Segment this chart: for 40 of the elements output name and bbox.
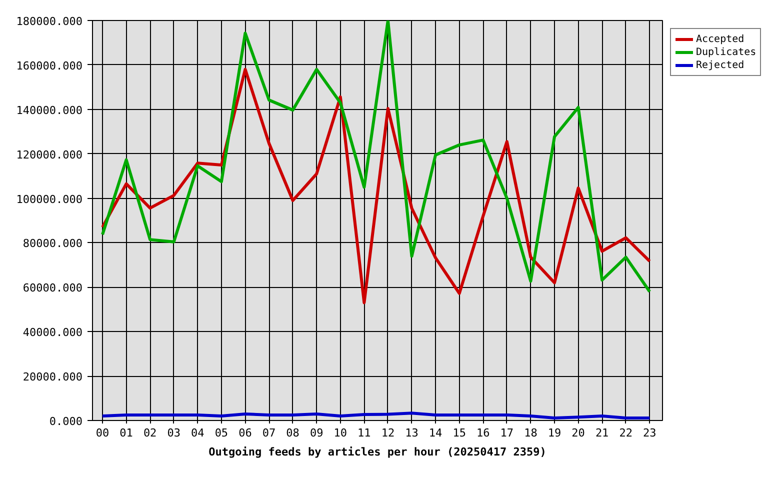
x-tick-label: 04 <box>191 426 205 440</box>
y-tick-label: 140000.000 <box>16 104 83 117</box>
legend-label: Accepted <box>696 33 744 45</box>
legend-label: Duplicates <box>696 46 756 58</box>
y-tick-label: 80000.000 <box>22 237 83 250</box>
y-tick-label: 120000.000 <box>16 148 83 162</box>
x-tick-label: 11 <box>358 426 371 440</box>
x-tick-label: 15 <box>452 426 466 440</box>
x-tick-label: 19 <box>548 426 562 440</box>
x-tick-label: 13 <box>405 426 418 440</box>
x-tick-label: 01 <box>120 426 133 440</box>
y-tick-label: 180000.000 <box>16 15 83 28</box>
x-tick-label: 22 <box>619 426 632 440</box>
x-tick-label: 06 <box>238 426 252 440</box>
x-tick-label: 05 <box>214 426 228 440</box>
line-series <box>100 20 652 294</box>
x-tick-label: 03 <box>167 426 180 440</box>
x-tick-label: 16 <box>476 426 490 440</box>
x-tick-label: 14 <box>428 426 443 440</box>
y-tick-label: 40000.000 <box>22 326 83 340</box>
x-tick-label: 02 <box>143 426 157 440</box>
line-series <box>100 68 652 304</box>
y-tick-label: 100000.000 <box>16 192 83 206</box>
x-tick-label: 17 <box>500 426 514 440</box>
x-tick-label: 23 <box>643 426 656 440</box>
x-tick-label: 00 <box>96 426 110 440</box>
x-tick-label: 18 <box>524 426 538 440</box>
x-tick-label: 10 <box>334 426 348 440</box>
x-tick-label: 20 <box>572 426 585 440</box>
legend-label: Rejected <box>696 59 744 71</box>
x-tick-label: 21 <box>595 426 609 440</box>
x-axis-title: Outgoing feeds by articles per hour (20250417 2359) <box>208 446 546 458</box>
y-tick-label: 20000.000 <box>22 370 83 384</box>
x-tick-label: 09 <box>310 426 324 440</box>
y-tick-label: 160000.000 <box>16 59 83 72</box>
x-tick-label: 08 <box>286 426 300 440</box>
x-tick-label: 12 <box>381 426 395 440</box>
x-tick-label: 07 <box>262 426 276 440</box>
y-tick-label: 0.000 <box>49 415 83 428</box>
y-tick-label: 60000.000 <box>22 282 83 295</box>
